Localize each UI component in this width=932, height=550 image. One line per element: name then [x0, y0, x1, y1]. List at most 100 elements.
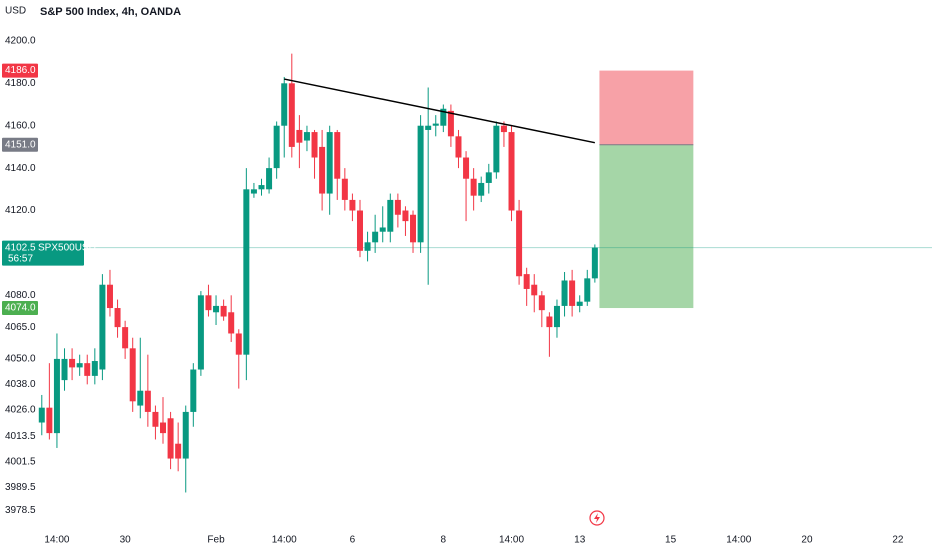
candle-body: [349, 199, 356, 211]
stop-zone: [599, 70, 694, 145]
last-price-label: 4102.5: [5, 242, 36, 253]
candle-body: [228, 312, 235, 334]
candle-body: [463, 157, 470, 179]
currency: USD: [5, 6, 26, 17]
candle-body: [235, 333, 242, 355]
x-tick-label: 22: [892, 535, 904, 546]
candle-body: [372, 231, 379, 243]
candle-body: [288, 83, 295, 147]
candle-body: [266, 168, 273, 190]
candle-body: [122, 327, 129, 349]
candle-body: [106, 284, 113, 309]
candle-body: [144, 390, 151, 412]
candle-body: [569, 280, 576, 306]
candle-body: [402, 210, 409, 222]
candle-body: [99, 284, 106, 370]
candle-body: [591, 247, 598, 279]
candle-body: [273, 125, 280, 169]
symbol-label: SPX500USD: [38, 242, 96, 253]
y-tick-label: 4050.0: [5, 354, 36, 365]
candle-body: [160, 422, 167, 434]
candle-body: [425, 125, 432, 130]
candle-body: [417, 125, 424, 243]
candle-body: [334, 132, 341, 179]
candle-body: [576, 301, 583, 306]
candle-body: [531, 284, 538, 296]
candle-body: [546, 316, 553, 328]
candle-body: [470, 178, 477, 196]
y-tick-label: 4140.0: [5, 163, 36, 174]
x-tick-label: 15: [665, 535, 677, 546]
candle-body: [356, 210, 363, 251]
candle-body: [296, 129, 303, 143]
candle-body: [167, 418, 174, 459]
candle-body: [303, 132, 310, 141]
candle-body: [243, 189, 250, 355]
y-tick-label: 4160.0: [5, 120, 36, 131]
chart-title: S&P 500 Index, 4h, OANDA: [40, 6, 181, 18]
y-tick-label: 4065.0: [5, 322, 36, 333]
y-tick-label: 4013.5: [5, 431, 36, 442]
candle-body: [152, 411, 159, 427]
candle-body: [205, 295, 212, 311]
y-tick-label: 4200.0: [5, 36, 36, 47]
candle-body: [69, 358, 76, 368]
candle-body: [129, 348, 136, 402]
candle-body: [508, 132, 515, 211]
candle-body: [258, 185, 265, 190]
x-tick-label: 14:00: [272, 535, 297, 546]
price-badge: [2, 63, 38, 78]
candle-body: [319, 146, 326, 194]
price-badge-label: 4186.0: [5, 65, 36, 76]
candle-body: [523, 274, 530, 289]
candle-body: [440, 108, 447, 126]
candle-body: [326, 132, 333, 194]
price-badge: [2, 301, 38, 316]
y-tick-label: 3989.5: [5, 482, 36, 493]
candle-body: [364, 242, 371, 251]
candle-body: [46, 407, 53, 434]
y-tick-label: 4080.0: [5, 290, 36, 301]
candle-body: [213, 305, 220, 313]
candle-body: [500, 125, 507, 133]
candle-body: [584, 278, 591, 302]
candle-body: [455, 136, 462, 158]
candle-body: [76, 363, 83, 368]
candle-body: [250, 189, 257, 194]
candle-body: [175, 443, 182, 459]
price-badge-label: 4074.0: [5, 303, 36, 314]
candle-body: [432, 123, 439, 126]
y-tick-label: 4026.0: [5, 404, 36, 415]
x-tick-label: Feb: [207, 535, 225, 546]
candle-body: [379, 227, 386, 232]
replay-icon[interactable]: [589, 510, 605, 526]
candle-body: [538, 295, 545, 311]
candle-body: [91, 361, 98, 376]
candle-body: [516, 210, 523, 277]
candle-body: [61, 358, 68, 381]
candle-body: [38, 407, 45, 423]
x-tick-label: 8: [441, 535, 447, 546]
countdown: 56:57: [8, 253, 33, 264]
candle-body: [197, 295, 204, 370]
candle-body: [53, 358, 60, 434]
candle-body: [281, 83, 288, 126]
candle-body: [137, 390, 144, 406]
candle-body: [447, 110, 454, 137]
x-tick-label: 14:00: [499, 535, 524, 546]
candle-body: [84, 363, 91, 376]
candle-body: [394, 199, 401, 215]
y-tick-label: 4038.0: [5, 379, 36, 390]
y-tick-label: 3978.5: [5, 505, 36, 516]
candle-body: [410, 214, 417, 243]
y-tick-label: 4180.0: [5, 78, 36, 89]
candle-body: [220, 305, 227, 317]
y-tick-label: 4001.5: [5, 456, 36, 467]
last-price-badge: [2, 240, 84, 266]
candle-body: [387, 199, 394, 232]
target-zone: [599, 144, 694, 309]
candle-body: [190, 369, 197, 412]
